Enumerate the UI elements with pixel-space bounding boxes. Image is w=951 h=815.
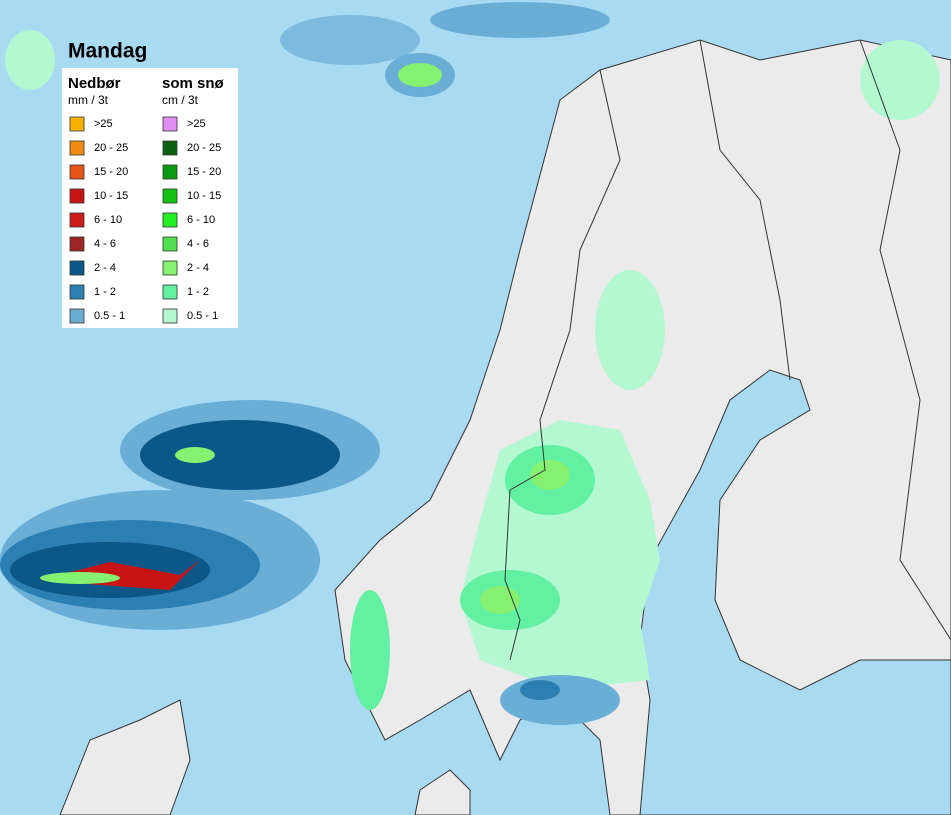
legend-swatch bbox=[162, 188, 178, 204]
legend-swatch bbox=[69, 212, 85, 228]
precip-land bbox=[350, 40, 940, 725]
legend-label: >25 bbox=[187, 118, 206, 130]
legend-label: 4 - 6 bbox=[94, 238, 116, 250]
legend-label: 4 - 6 bbox=[187, 238, 209, 250]
legend-swatch bbox=[69, 140, 85, 156]
legend-swatch bbox=[162, 140, 178, 156]
legend-swatch bbox=[162, 260, 178, 276]
legend-label: 15 - 20 bbox=[94, 166, 128, 178]
legend-label: 2 - 4 bbox=[187, 262, 209, 274]
legend-title: som snø bbox=[162, 75, 225, 92]
legend-label: 1 - 2 bbox=[94, 286, 116, 298]
legend-swatch bbox=[69, 164, 85, 180]
map-title: Mandag bbox=[68, 40, 147, 63]
legend-swatch bbox=[69, 188, 85, 204]
legend-swatch bbox=[69, 284, 85, 300]
legend-label: 0.5 - 1 bbox=[187, 310, 218, 322]
legend-label: 20 - 25 bbox=[94, 142, 128, 154]
legend-label: 2 - 4 bbox=[94, 262, 116, 274]
legend-box bbox=[62, 68, 238, 328]
legend-unit: cm / 3t bbox=[162, 93, 199, 107]
legend-swatch bbox=[162, 116, 178, 132]
legend-label: 0.5 - 1 bbox=[94, 310, 125, 322]
legend-swatch bbox=[69, 260, 85, 276]
legend-swatch bbox=[162, 308, 178, 324]
legend-swatch bbox=[162, 164, 178, 180]
legend-label: >25 bbox=[94, 118, 113, 130]
legend-title: Nedbør bbox=[68, 75, 121, 92]
legend-label: 15 - 20 bbox=[187, 166, 221, 178]
legend-label: 6 - 10 bbox=[187, 214, 215, 226]
denmark bbox=[414, 769, 471, 815]
legend-swatch bbox=[69, 116, 85, 132]
legend-label: 20 - 25 bbox=[187, 142, 221, 154]
legend: Nedbør mm / 3t som snø cm / 3t >25 20 - 2… bbox=[68, 75, 225, 324]
legend-swatch bbox=[162, 236, 178, 252]
borders bbox=[504, 39, 951, 661]
legend-swatch bbox=[69, 236, 85, 252]
precip-sea bbox=[0, 2, 610, 630]
legend-label: 10 - 15 bbox=[94, 190, 128, 202]
legend-label: 6 - 10 bbox=[94, 214, 122, 226]
legend-swatch bbox=[162, 284, 178, 300]
legend-unit: mm / 3t bbox=[68, 93, 109, 107]
legend-swatch bbox=[162, 212, 178, 228]
legend-label: 1 - 2 bbox=[187, 286, 209, 298]
legend-label: 10 - 15 bbox=[187, 190, 221, 202]
legend-swatch bbox=[69, 308, 85, 324]
scotland bbox=[59, 699, 191, 815]
